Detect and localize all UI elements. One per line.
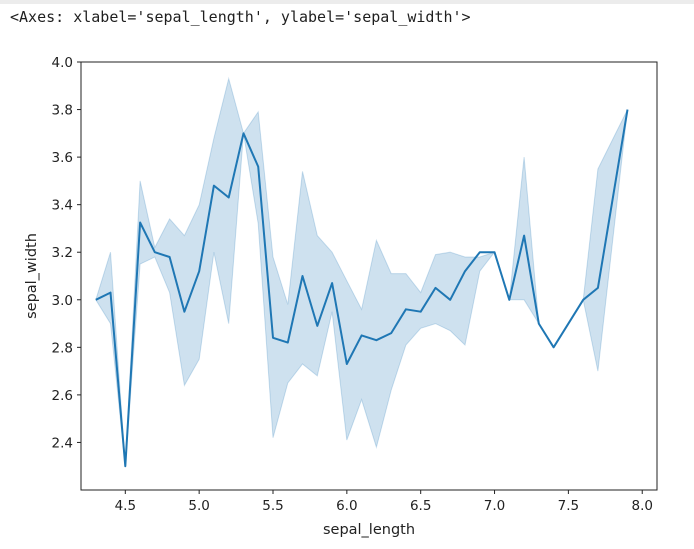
y-tick-label: 3.4	[52, 198, 73, 214]
x-tick-label: 6.0	[336, 498, 357, 514]
y-tick-label: 2.6	[52, 388, 73, 404]
x-tick-label: 5.0	[188, 498, 209, 514]
x-tick-label: 5.5	[262, 498, 283, 514]
x-tick-label: 4.5	[115, 498, 136, 514]
y-tick-label: 2.4	[52, 435, 73, 451]
plot-frame	[80, 61, 658, 491]
x-axis-label: sepal_length	[323, 522, 415, 538]
series-line-layer	[95, 109, 629, 468]
y-tick-label: 2.8	[52, 340, 73, 356]
y-axis-label: sepal_width	[24, 233, 40, 319]
cell-separator	[0, 0, 694, 4]
confidence-band-layer	[95, 76, 628, 467]
x-tick-label: 8.0	[631, 498, 652, 514]
y-tick-label: 3.0	[52, 293, 73, 309]
y-axis-ticks: 2.4 2.6 2.8 3.0 3.2 3.4 3.6 3.8 4.0	[52, 55, 81, 451]
series-line	[95, 109, 629, 468]
y-tick-label: 3.2	[52, 245, 73, 261]
y-tick-label: 4.0	[52, 55, 73, 71]
y-tick-label: 3.6	[52, 150, 73, 166]
x-tick-label: 7.0	[484, 498, 505, 514]
y-tick-label: 3.8	[52, 103, 73, 119]
x-tick-label: 6.5	[410, 498, 431, 514]
confidence-band	[95, 76, 628, 467]
cell-output-text: <Axes: xlabel='sepal_length', ylabel='se…	[10, 8, 471, 26]
x-tick-label: 7.5	[558, 498, 579, 514]
x-axis-ticks: 4.5 5.0 5.5 6.0 6.5 7.0 7.5 8.0	[115, 490, 653, 514]
